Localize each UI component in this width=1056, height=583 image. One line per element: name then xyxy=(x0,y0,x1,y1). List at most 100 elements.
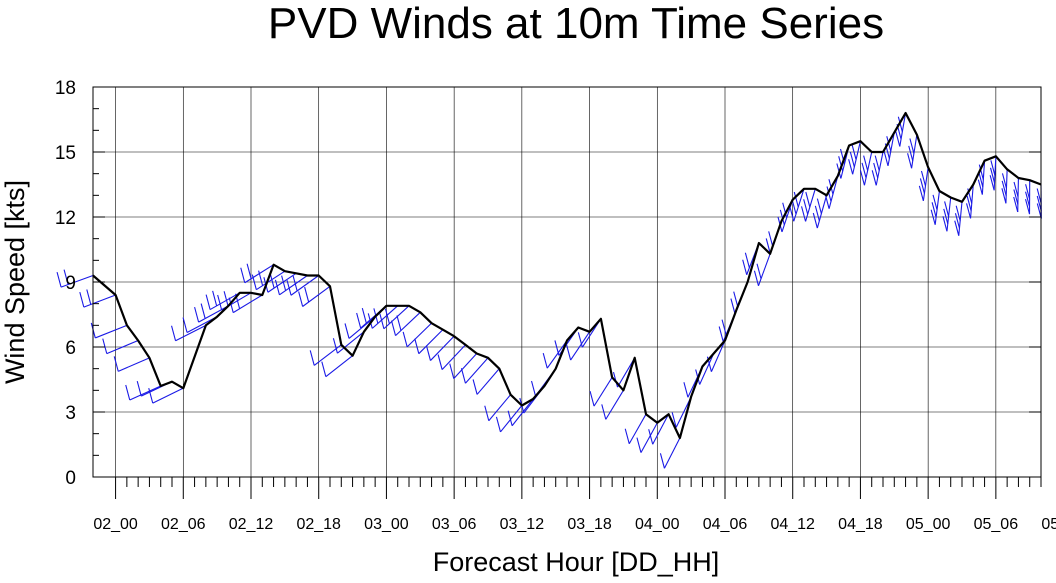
grid-lines xyxy=(93,87,1041,477)
wind-barb-feather xyxy=(660,453,664,468)
wind-barb xyxy=(955,202,962,236)
wind-barb-feather xyxy=(172,326,176,341)
wind-barb xyxy=(461,358,488,383)
wind-barb-staff xyxy=(442,345,465,370)
wind-barb xyxy=(103,339,138,354)
wind-barb xyxy=(543,341,567,369)
wind-barb xyxy=(1014,178,1019,212)
x-tick-label: 02_00 xyxy=(93,516,138,533)
wind-barb xyxy=(322,356,353,377)
x-tick-label: 02_18 xyxy=(296,516,341,533)
wind-barb-feather xyxy=(743,260,747,275)
wind-barb xyxy=(392,312,421,335)
wind-barb xyxy=(754,254,770,286)
wind-barb-feather xyxy=(137,381,141,396)
wind-barb-feather xyxy=(754,271,758,286)
y-tick-label: 0 xyxy=(65,468,76,489)
wind-barb xyxy=(990,156,996,190)
wind-barb xyxy=(1002,169,1007,203)
wind-barb-staff xyxy=(326,356,353,377)
wind-barb xyxy=(426,336,454,360)
wind-barb-feather xyxy=(218,295,222,310)
wind-barb xyxy=(275,276,307,295)
wind-barb-staff xyxy=(923,167,928,201)
wind-barb-feather xyxy=(543,353,547,368)
wind-barb-staff xyxy=(233,295,262,313)
wind-barb-feather xyxy=(299,292,303,307)
wind-barb xyxy=(908,135,917,169)
wind-barb-feather xyxy=(722,320,726,335)
wind-barb-feather xyxy=(802,206,806,221)
wind-barb-feather xyxy=(426,346,430,361)
wind-barb-feather xyxy=(496,417,500,432)
y-tick-label: 9 xyxy=(65,273,76,294)
wind-barb-feather xyxy=(625,429,629,444)
wind-barb xyxy=(80,289,116,307)
wind-barb-feather xyxy=(1026,184,1030,199)
wind-barb xyxy=(637,423,657,453)
wind-barb-feather xyxy=(590,391,594,406)
wind-barb-feather xyxy=(1026,192,1030,207)
wind-barb-feather xyxy=(397,316,401,331)
wind-barb xyxy=(660,438,679,468)
wind-barb-staff xyxy=(130,386,161,400)
wind-barb-staff xyxy=(419,330,443,354)
wind-barb-feather xyxy=(769,231,773,246)
x-tick-label: 03_18 xyxy=(567,516,612,533)
wind-barb xyxy=(931,191,939,225)
wind-barb-feather xyxy=(362,308,366,323)
wind-barb-feather xyxy=(1026,199,1030,214)
wind-barb-staff xyxy=(594,377,612,406)
wind-barb-feather xyxy=(567,345,571,360)
wind-barb xyxy=(310,345,341,366)
wind-barb-feather xyxy=(322,362,326,377)
wind-barb xyxy=(872,152,883,185)
wind-speed-line xyxy=(93,113,1041,438)
wind-barb-staff xyxy=(407,323,431,347)
series-line xyxy=(93,113,1041,438)
wind-barb-feather xyxy=(804,199,808,214)
wind-barb-feather xyxy=(305,287,309,302)
wind-barb-feather xyxy=(450,364,454,379)
wind-barb-feather xyxy=(850,152,854,167)
wind-barb-feather xyxy=(637,438,641,453)
wind-barb-feather xyxy=(813,213,817,228)
wind-barb-staff xyxy=(829,176,838,209)
wind-barb xyxy=(473,369,499,395)
wind-barb-staff xyxy=(853,141,861,174)
wind-barb-staff xyxy=(876,152,883,185)
y-tick-label: 6 xyxy=(65,338,76,359)
x-tick-label: 03_06 xyxy=(432,516,477,533)
wind-barb-staff xyxy=(571,332,590,360)
wind-barb-feather xyxy=(849,159,853,174)
wind-barb-staff xyxy=(935,191,939,225)
wind-barb-staff xyxy=(912,135,917,169)
chart-title: PVD Winds at 10m Time Series xyxy=(268,0,884,48)
wind-barb-feather xyxy=(201,304,205,319)
wind-barb-staff xyxy=(817,195,826,228)
x-tick-label: 04_18 xyxy=(838,516,883,533)
wind-barb-staff xyxy=(606,390,624,419)
wind-barb-staff xyxy=(477,369,499,395)
wind-barb-feather xyxy=(345,323,349,338)
wind-barb xyxy=(183,317,217,333)
wind-barb-staff xyxy=(489,395,511,421)
x-axis-label: Forecast Hour [DD_HH] xyxy=(433,547,720,577)
wind-barb-feather xyxy=(872,170,876,185)
wind-barb-feather xyxy=(1014,197,1018,212)
wind-barb xyxy=(943,198,951,232)
x-tick-label: 04_00 xyxy=(635,516,680,533)
wind-barb xyxy=(114,356,149,371)
x-tick-label: 02_12 xyxy=(229,516,274,533)
wind-barb-feather xyxy=(438,355,442,370)
wind-barb xyxy=(1026,180,1030,214)
wind-barb-staff xyxy=(500,406,521,432)
x-tick-label: 02_06 xyxy=(161,516,206,533)
x-tick-label: 03_00 xyxy=(364,516,409,533)
wind-barb xyxy=(415,330,443,354)
wind-barb-feather xyxy=(875,156,879,171)
y-tick-label: 12 xyxy=(55,208,76,229)
wind-barb-feather xyxy=(817,199,821,214)
wind-barb-staff xyxy=(653,414,669,444)
